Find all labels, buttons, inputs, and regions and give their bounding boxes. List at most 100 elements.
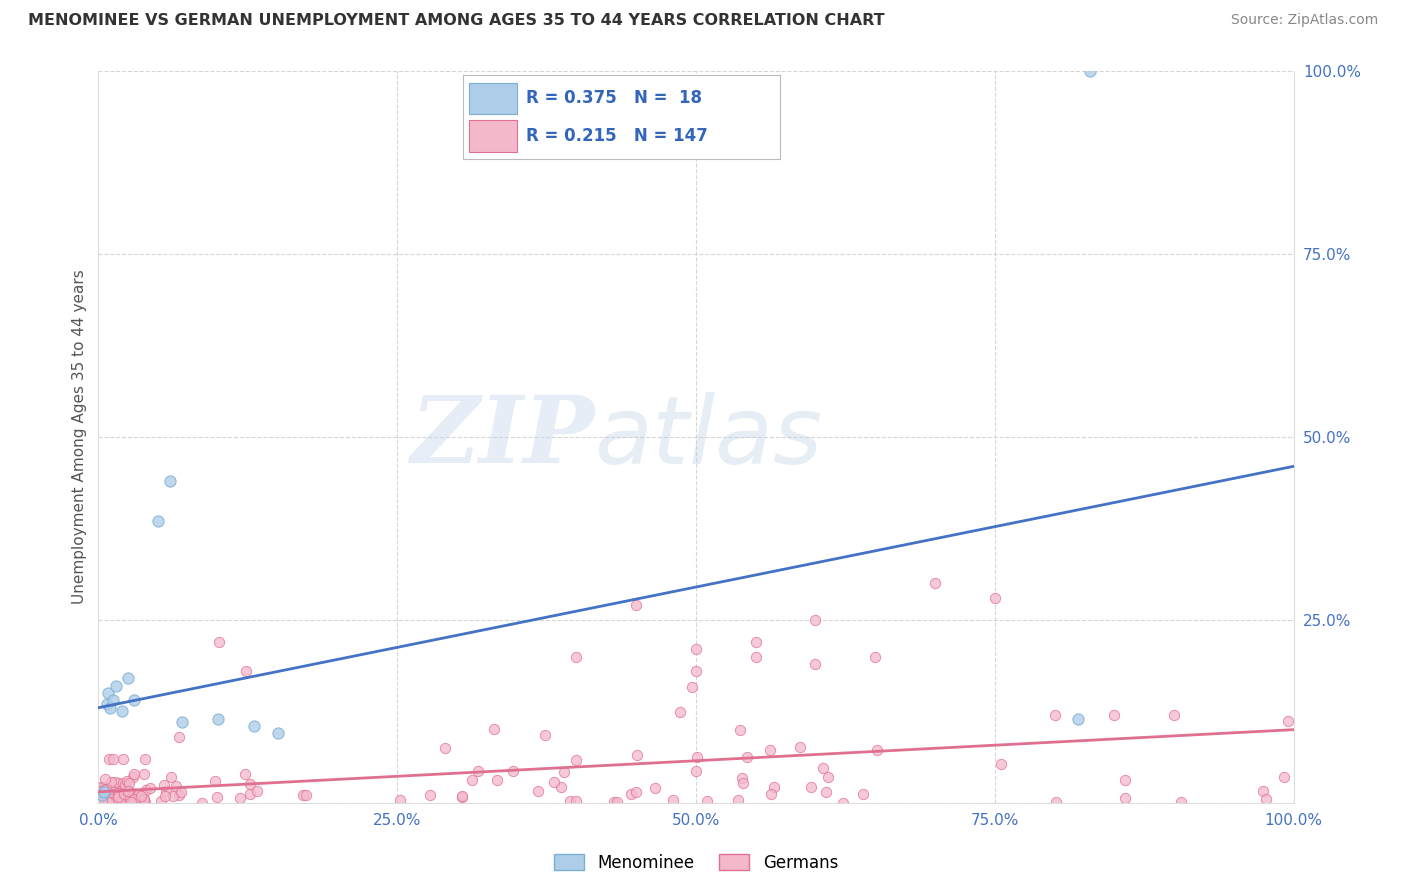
Point xyxy=(94,790,117,805)
Point xyxy=(167,730,190,744)
Point xyxy=(451,789,474,804)
Point xyxy=(205,789,228,804)
Point xyxy=(107,794,129,808)
Point xyxy=(866,743,889,757)
Point xyxy=(101,693,124,707)
Point xyxy=(565,649,588,664)
Point xyxy=(91,789,114,803)
Point xyxy=(502,764,524,778)
Point xyxy=(731,771,754,785)
Point xyxy=(239,776,262,790)
Point xyxy=(735,750,758,764)
Point xyxy=(129,789,152,804)
Point xyxy=(117,784,139,798)
Point xyxy=(107,786,129,800)
Point xyxy=(165,779,187,793)
Point xyxy=(924,576,946,591)
Point xyxy=(105,679,128,693)
Point xyxy=(624,784,647,798)
Point xyxy=(159,770,181,784)
Point xyxy=(763,780,786,794)
Point xyxy=(804,657,827,671)
Point xyxy=(815,785,838,799)
Point xyxy=(128,795,150,809)
Y-axis label: Unemployment Among Ages 35 to 44 years: Unemployment Among Ages 35 to 44 years xyxy=(72,269,87,605)
Point xyxy=(620,787,643,801)
Point xyxy=(789,739,811,754)
Text: ZIP: ZIP xyxy=(411,392,595,482)
Point xyxy=(291,788,314,802)
Point xyxy=(97,686,120,700)
Point xyxy=(208,635,231,649)
Point xyxy=(107,775,129,789)
Point xyxy=(863,649,886,664)
Point xyxy=(606,796,628,810)
Point xyxy=(100,783,122,797)
Point xyxy=(90,780,112,794)
Point xyxy=(121,786,143,800)
Point xyxy=(482,723,505,737)
Point xyxy=(686,749,709,764)
Point xyxy=(204,774,226,789)
Point xyxy=(159,474,181,488)
Point xyxy=(1170,795,1192,809)
Point xyxy=(388,792,411,806)
Point xyxy=(1256,792,1278,806)
Point xyxy=(759,788,782,802)
Point xyxy=(1251,784,1274,798)
Point xyxy=(1080,64,1102,78)
Point xyxy=(91,793,114,807)
Point xyxy=(817,770,839,784)
Point xyxy=(603,795,626,809)
Point xyxy=(100,795,122,809)
Point xyxy=(103,782,125,797)
Point xyxy=(148,514,170,528)
Point xyxy=(97,795,120,809)
Point xyxy=(101,787,124,801)
Point xyxy=(97,787,120,801)
Point xyxy=(467,764,489,778)
Point xyxy=(128,793,150,807)
Text: MENOMINEE VS GERMAN UNEMPLOYMENT AMONG AGES 35 TO 44 YEARS CORRELATION CHART: MENOMINEE VS GERMAN UNEMPLOYMENT AMONG A… xyxy=(28,13,884,29)
Point xyxy=(527,784,550,798)
Point xyxy=(152,778,174,792)
Point xyxy=(745,635,768,649)
Point xyxy=(804,613,827,627)
Point xyxy=(114,778,136,792)
Point xyxy=(162,789,184,804)
Point xyxy=(120,795,142,809)
Point xyxy=(1102,708,1125,723)
Point xyxy=(93,785,115,799)
Point xyxy=(685,642,707,657)
Point xyxy=(1277,714,1299,729)
Point xyxy=(115,773,138,788)
Point xyxy=(122,770,145,784)
Point xyxy=(103,775,125,789)
Point xyxy=(97,752,120,766)
Point xyxy=(681,681,703,695)
Point xyxy=(832,796,855,810)
Point xyxy=(990,757,1012,772)
Point xyxy=(983,591,1005,605)
Point xyxy=(246,784,269,798)
Point xyxy=(486,773,509,788)
Point xyxy=(112,752,135,766)
Legend: Menominee, Germans: Menominee, Germans xyxy=(547,847,845,879)
Point xyxy=(727,793,749,807)
Point xyxy=(108,791,131,805)
Point xyxy=(800,780,823,795)
Point xyxy=(550,780,572,794)
Point xyxy=(685,764,707,779)
Point xyxy=(728,723,751,737)
Point xyxy=(553,764,575,779)
Point xyxy=(235,767,257,781)
Point xyxy=(121,794,143,808)
Point xyxy=(114,791,136,805)
Point xyxy=(112,787,135,801)
Point xyxy=(1067,712,1090,726)
Point xyxy=(129,791,152,805)
Point xyxy=(115,790,138,805)
Point xyxy=(134,791,156,805)
Point xyxy=(101,792,124,806)
Point xyxy=(91,794,114,808)
